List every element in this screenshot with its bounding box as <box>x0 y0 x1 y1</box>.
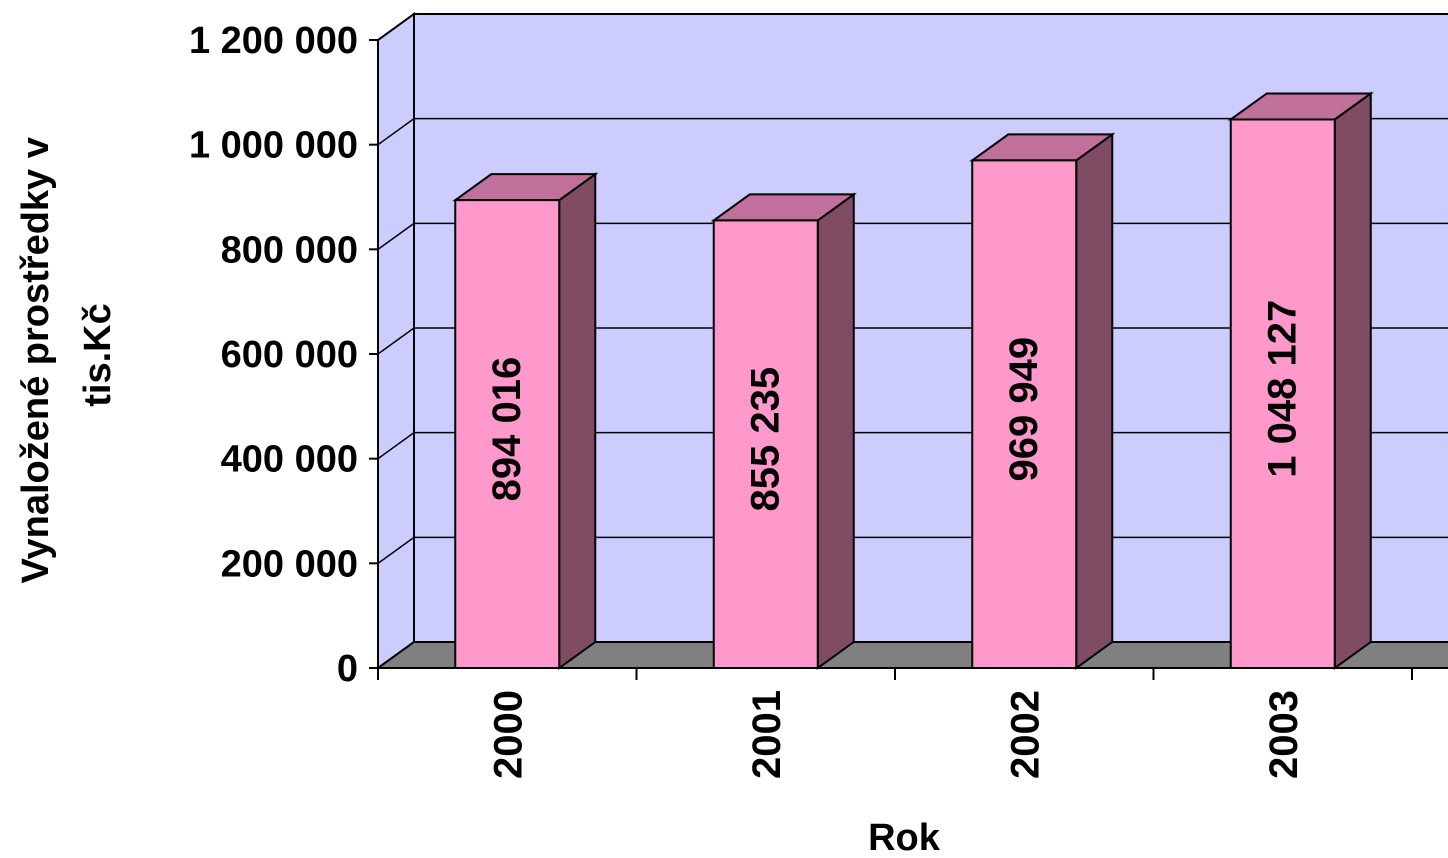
y-tick-label: 200 000 <box>221 543 358 585</box>
y-tick-label: 400 000 <box>221 439 358 481</box>
bars: 894 016 855 235 969 949 1 048 127 <box>452 91 1374 670</box>
bar-2000: 894 016 <box>452 172 599 670</box>
gridline <box>377 327 1448 355</box>
bar-value-label: 894 016 <box>485 357 529 502</box>
x-tick-label: 2000 <box>486 690 530 779</box>
y-axis-label-line-2: tis.Kč <box>77 303 119 406</box>
y-tick-label: 600 000 <box>221 334 358 376</box>
bar-front <box>712 219 819 670</box>
y-tick-label: 0 <box>337 648 358 690</box>
x-tick-label: 2003 <box>1262 690 1306 779</box>
gridline <box>377 431 1448 460</box>
y-tick-label: 1 000 000 <box>189 125 358 167</box>
bar-front <box>971 159 1078 669</box>
y-axis-label-line-1: Vynaložené prostředky v <box>15 137 57 583</box>
bar-value-label: 969 949 <box>1002 337 1046 482</box>
y-tick-labels: 0 200 000 400 000 600 000 800 000 1 000 000 1 … <box>189 20 358 690</box>
bar-value-label: 855 235 <box>744 367 788 512</box>
y-tick-label: 800 000 <box>221 229 358 271</box>
gridline <box>377 222 1448 250</box>
y-tick-label: 1 200 000 <box>189 20 358 62</box>
bar-front <box>1229 118 1336 669</box>
bar-2003: 1 048 127 <box>1227 91 1374 670</box>
x-tick-labels: 2000 2001 2002 2003 <box>486 690 1306 779</box>
bar-side <box>1075 132 1114 670</box>
bar-2002: 969 949 <box>969 132 1116 670</box>
y-axis-label: Vynaložené prostředky v tis.Kč <box>15 127 119 584</box>
x-tick-label: 2001 <box>745 690 789 779</box>
x-tick-label: 2002 <box>1003 690 1047 779</box>
bar-2001: 855 235 <box>710 192 857 670</box>
gridlines <box>377 13 1448 564</box>
bar-side <box>1333 91 1372 670</box>
x-axis-label: Rok <box>868 817 941 858</box>
gridline <box>377 13 1448 41</box>
bar-front <box>454 199 561 669</box>
bar-value-label: 1 048 127 <box>1261 300 1305 478</box>
bar-side <box>816 192 855 670</box>
gridline <box>377 117 1448 146</box>
bar-side <box>558 172 597 670</box>
gridline <box>377 536 1448 564</box>
